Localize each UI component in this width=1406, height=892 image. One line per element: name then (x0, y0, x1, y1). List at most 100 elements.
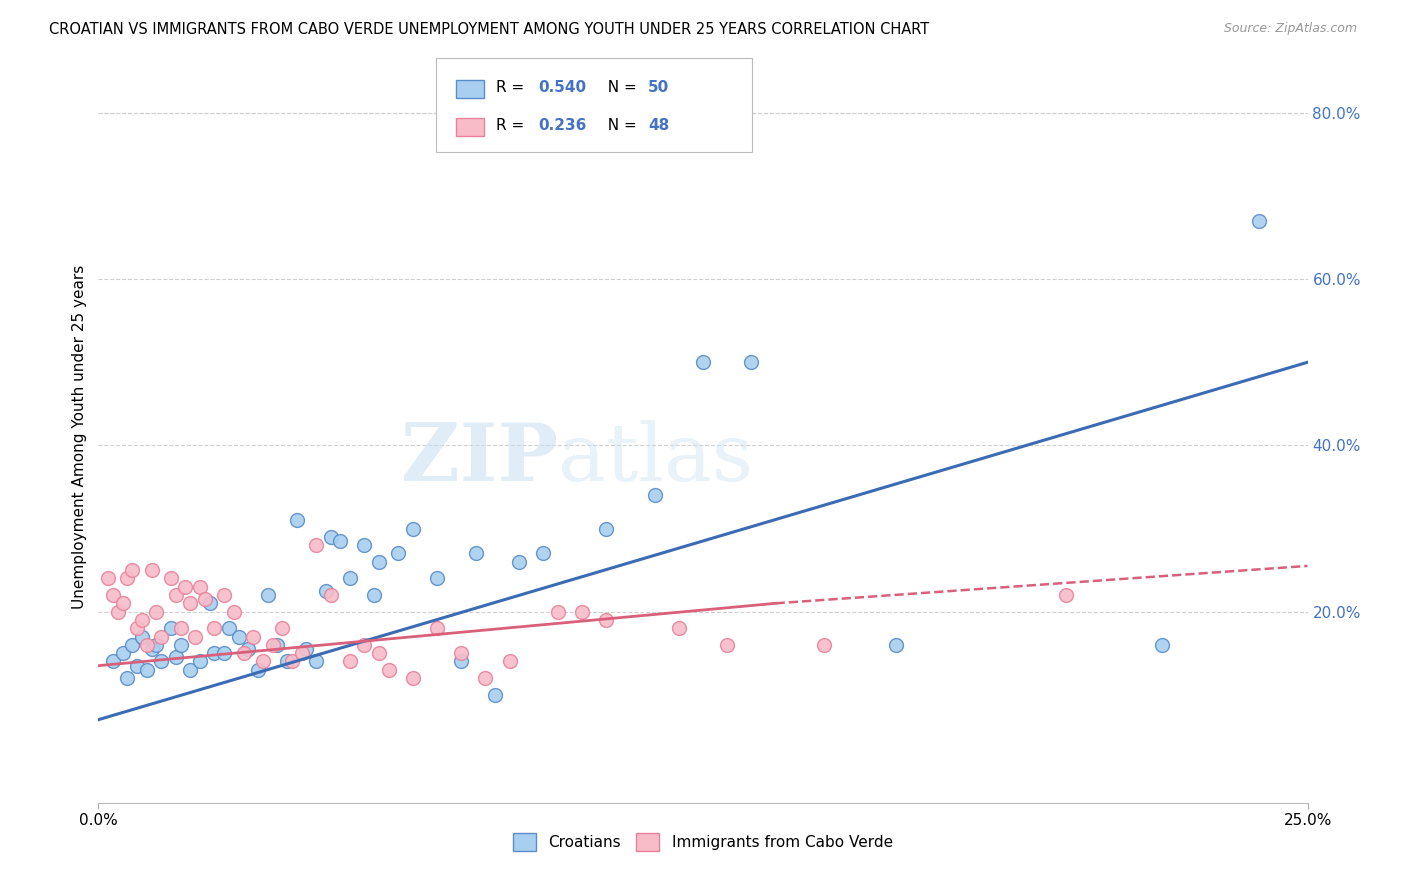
Point (228, 630, 250, 644)
Point (464, 546, 486, 560)
Text: 48: 48 (648, 119, 669, 134)
Point (160, 621, 183, 635)
Point (135, 663, 157, 677)
Point (595, 521, 617, 535)
Point (252, 655, 274, 669)
Point (111, 646, 134, 660)
Point (218, 621, 240, 635)
Point (644, 488, 666, 502)
Point (145, 605, 167, 619)
Point (212, 588, 235, 602)
Point (290, 646, 312, 660)
Point (101, 588, 124, 602)
Point (169, 621, 191, 635)
Point (571, 605, 593, 619)
Point (285, 513, 308, 527)
Point (368, 646, 391, 660)
Point (127, 621, 149, 635)
Point (305, 655, 328, 669)
Point (271, 621, 294, 635)
Point (131, 630, 153, 644)
Point (179, 663, 201, 677)
Text: 50: 50 (648, 80, 669, 95)
Point (111, 596, 134, 610)
Text: N =: N = (598, 119, 641, 134)
Point (204, 646, 226, 660)
Y-axis label: Unemployment Among Youth under 25 years: Unemployment Among Youth under 25 years (72, 265, 87, 609)
Point (547, 605, 569, 619)
Point (886, 638, 908, 652)
Point (315, 583, 337, 598)
Point (184, 630, 207, 644)
Point (141, 642, 163, 657)
Point (1249, 214, 1271, 228)
Point (339, 655, 361, 669)
Point (319, 588, 342, 602)
Point (262, 638, 284, 652)
Point (295, 642, 318, 657)
Point (238, 642, 260, 657)
Point (281, 655, 304, 669)
Point (135, 638, 157, 652)
Point (188, 580, 211, 594)
Text: 0.236: 0.236 (538, 119, 586, 134)
Point (212, 646, 235, 660)
Point (204, 621, 226, 635)
Point (150, 655, 173, 669)
Point (740, 355, 762, 369)
Point (319, 530, 342, 544)
Point (1054, 588, 1077, 602)
Point (165, 650, 187, 665)
Text: 0.540: 0.540 (538, 80, 586, 95)
Point (1152, 638, 1174, 652)
Point (179, 596, 201, 610)
Point (107, 605, 129, 619)
Point (498, 655, 520, 669)
Point (668, 621, 690, 635)
Point (450, 655, 472, 669)
Point (117, 571, 139, 585)
Point (595, 613, 617, 627)
Text: CROATIAN VS IMMIGRANTS FROM CABO VERDE UNEMPLOYMENT AMONG YOUTH UNDER 25 YEARS C: CROATIAN VS IMMIGRANTS FROM CABO VERDE U… (49, 22, 929, 37)
Point (174, 580, 197, 594)
Point (117, 671, 139, 685)
Point (692, 355, 714, 369)
Point (145, 638, 167, 652)
Point (165, 588, 187, 602)
Point (353, 638, 375, 652)
Point (222, 605, 245, 619)
Point (247, 663, 270, 677)
Point (150, 630, 173, 644)
Point (121, 638, 143, 652)
Text: ZIP: ZIP (401, 420, 558, 498)
Point (368, 555, 391, 569)
Text: atlas: atlas (558, 420, 754, 498)
Text: N =: N = (598, 80, 641, 95)
Text: R =: R = (496, 119, 530, 134)
Point (484, 688, 506, 702)
Point (97, 571, 120, 585)
Point (402, 521, 425, 535)
Point (188, 655, 211, 669)
Point (127, 658, 149, 673)
Point (305, 538, 328, 552)
Point (813, 638, 835, 652)
Point (276, 655, 298, 669)
Point (474, 671, 496, 685)
Point (131, 613, 153, 627)
Point (266, 638, 288, 652)
Point (387, 546, 409, 560)
Point (402, 671, 425, 685)
Point (141, 563, 163, 577)
Point (363, 588, 385, 602)
Point (339, 571, 361, 585)
Point (194, 592, 217, 607)
Text: Source: ZipAtlas.com: Source: ZipAtlas.com (1223, 22, 1357, 36)
Point (329, 533, 352, 548)
Point (450, 646, 472, 660)
Point (101, 655, 124, 669)
Point (377, 663, 399, 677)
Point (232, 646, 254, 660)
Point (169, 638, 191, 652)
Point (426, 571, 449, 585)
